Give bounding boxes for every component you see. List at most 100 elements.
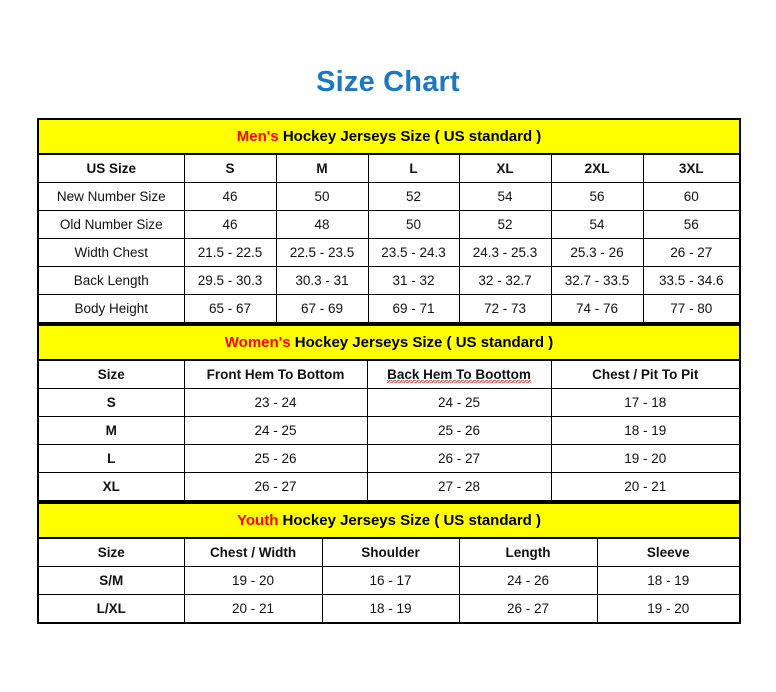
womens-cell-2-0: 25 - 26	[183, 444, 368, 473]
mens-cell-1-2: 50	[367, 210, 460, 239]
womens-cell-2-2: 19 - 20	[550, 444, 741, 473]
youth-banner-cell: Youth Hockey Jerseys Size ( US standard …	[37, 502, 741, 539]
table-row: XL 26 - 27 27 - 28 20 - 21	[37, 472, 741, 502]
mens-cell-0-1: 50	[275, 182, 369, 211]
youth-cell-0-3: 18 - 19	[596, 566, 741, 595]
table-row: M 24 - 25 25 - 26 18 - 19	[37, 416, 741, 445]
mens-cell-1-5: 56	[642, 210, 741, 239]
womens-cell-1-2: 18 - 19	[550, 416, 741, 445]
table-row: Old Number Size 46 48 50 52 54 56	[37, 210, 741, 239]
mens-cell-1-1: 48	[275, 210, 369, 239]
table-row: Width Chest 21.5 - 22.5 22.5 - 23.5 23.5…	[37, 238, 741, 267]
mens-cell-4-2: 69 - 71	[367, 294, 460, 324]
womens-banner-cell: Women's Hockey Jerseys Size ( US standar…	[37, 324, 741, 361]
womens-size-table: Women's Hockey Jerseys Size ( US standar…	[37, 324, 741, 502]
womens-col-header-2: Back Hem To Boottom	[366, 359, 552, 389]
mens-banner-row: Men's Hockey Jerseys Size ( US standard …	[36, 118, 742, 155]
table-row: L 25 - 26 26 - 27 19 - 20	[37, 444, 741, 473]
youth-col-header-2: Shoulder	[321, 537, 460, 567]
mens-cell-0-0: 46	[183, 182, 277, 211]
mens-cell-0-2: 52	[367, 182, 460, 211]
table-row: Back Length 29.5 - 30.3 30.3 - 31 31 - 3…	[37, 266, 741, 295]
mens-cell-0-3: 54	[458, 182, 552, 211]
womens-cell-1-0: 24 - 25	[183, 416, 368, 445]
mens-cell-0-4: 56	[550, 182, 644, 211]
womens-col-header-1: Front Hem To Bottom	[183, 359, 368, 389]
size-chart-tables: Men's Hockey Jerseys Size ( US standard …	[36, 118, 742, 624]
youth-banner-accent: Youth	[237, 512, 279, 529]
mens-cell-3-4: 32.7 - 33.5	[550, 266, 644, 295]
youth-cell-0-2: 24 - 26	[458, 566, 598, 595]
womens-cell-1-1: 25 - 26	[366, 416, 552, 445]
mens-cell-2-1: 22.5 - 23.5	[275, 238, 369, 267]
youth-banner-rest: Hockey Jerseys Size ( US standard )	[278, 512, 541, 529]
mens-cell-3-1: 30.3 - 31	[275, 266, 369, 295]
mens-cell-2-5: 26 - 27	[642, 238, 741, 267]
mens-row-label-0: New Number Size	[37, 182, 185, 211]
mens-header-row: US Size S M L XL 2XL 3XL	[37, 153, 741, 183]
womens-cell-3-1: 27 - 28	[366, 472, 552, 502]
mens-col-header-2: M	[275, 153, 369, 183]
mens-banner-cell: Men's Hockey Jerseys Size ( US standard …	[36, 118, 742, 155]
youth-row-label-0: S/M	[37, 566, 185, 595]
mens-cell-3-0: 29.5 - 30.3	[183, 266, 277, 295]
womens-cell-0-2: 17 - 18	[550, 388, 741, 417]
youth-col-header-4: Sleeve	[596, 537, 741, 567]
mens-size-table: Men's Hockey Jerseys Size ( US standard …	[36, 118, 742, 324]
table-row: Body Height 65 - 67 67 - 69 69 - 71 72 -…	[37, 294, 741, 324]
youth-row-label-1: L/XL	[37, 594, 185, 624]
table-row: S 23 - 24 24 - 25 17 - 18	[37, 388, 741, 417]
youth-col-header-0: Size	[37, 537, 185, 567]
womens-row-label-0: S	[37, 388, 185, 417]
mens-cell-0-5: 60	[642, 182, 741, 211]
mens-col-header-1: S	[183, 153, 277, 183]
womens-col-header-0: Size	[37, 359, 185, 389]
womens-cell-3-0: 26 - 27	[183, 472, 368, 502]
womens-row-label-2: L	[37, 444, 185, 473]
mens-banner-accent: Men's	[236, 128, 279, 145]
mens-cell-3-3: 32 - 32.7	[458, 266, 552, 295]
mens-cell-2-4: 25.3 - 26	[550, 238, 644, 267]
womens-row-label-3: XL	[37, 472, 185, 502]
mens-col-header-0: US Size	[37, 153, 185, 183]
youth-cell-0-1: 16 - 17	[321, 566, 460, 595]
mens-cell-2-3: 24.3 - 25.3	[458, 238, 552, 267]
mens-banner-rest: Hockey Jerseys Size ( US standard )	[278, 128, 542, 145]
mens-cell-4-3: 72 - 73	[458, 294, 552, 324]
mens-cell-4-1: 67 - 69	[275, 294, 369, 324]
mens-cell-1-4: 54	[550, 210, 644, 239]
womens-banner-row: Women's Hockey Jerseys Size ( US standar…	[37, 324, 741, 361]
youth-cell-1-3: 19 - 20	[596, 594, 741, 624]
womens-header-row: Size Front Hem To Bottom Back Hem To Boo…	[37, 359, 741, 389]
youth-cell-1-2: 26 - 27	[458, 594, 598, 624]
table-row: New Number Size 46 50 52 54 56 60	[37, 182, 741, 211]
mens-col-header-3: L	[367, 153, 460, 183]
mens-cell-1-0: 46	[183, 210, 277, 239]
womens-banner-accent: Women's	[224, 334, 291, 351]
youth-cell-1-1: 18 - 19	[321, 594, 460, 624]
womens-cell-3-2: 20 - 21	[550, 472, 741, 502]
mens-col-header-4: XL	[458, 153, 552, 183]
womens-col-header-3: Chest / Pit To Pit	[550, 359, 741, 389]
mens-row-label-3: Back Length	[37, 266, 185, 295]
youth-col-header-1: Chest / Width	[183, 537, 323, 567]
youth-banner-row: Youth Hockey Jerseys Size ( US standard …	[37, 502, 741, 539]
mens-cell-4-5: 77 - 80	[642, 294, 741, 324]
table-row: L/XL 20 - 21 18 - 19 26 - 27 19 - 20	[37, 594, 741, 624]
youth-cell-1-0: 20 - 21	[183, 594, 323, 624]
womens-cell-0-0: 23 - 24	[183, 388, 368, 417]
mens-col-header-5: 2XL	[550, 153, 644, 183]
mens-col-header-6: 3XL	[642, 153, 741, 183]
youth-col-header-3: Length	[458, 537, 598, 567]
youth-cell-0-0: 19 - 20	[183, 566, 323, 595]
mens-row-label-2: Width Chest	[37, 238, 185, 267]
womens-col-header-2-text: Back Hem To Boottom	[387, 366, 531, 383]
youth-header-row: Size Chest / Width Shoulder Length Sleev…	[37, 537, 741, 567]
womens-cell-0-1: 24 - 25	[366, 388, 552, 417]
mens-row-label-4: Body Height	[37, 294, 185, 324]
mens-cell-1-3: 52	[458, 210, 552, 239]
mens-cell-3-2: 31 - 32	[367, 266, 460, 295]
mens-cell-4-0: 65 - 67	[183, 294, 277, 324]
womens-row-label-1: M	[37, 416, 185, 445]
